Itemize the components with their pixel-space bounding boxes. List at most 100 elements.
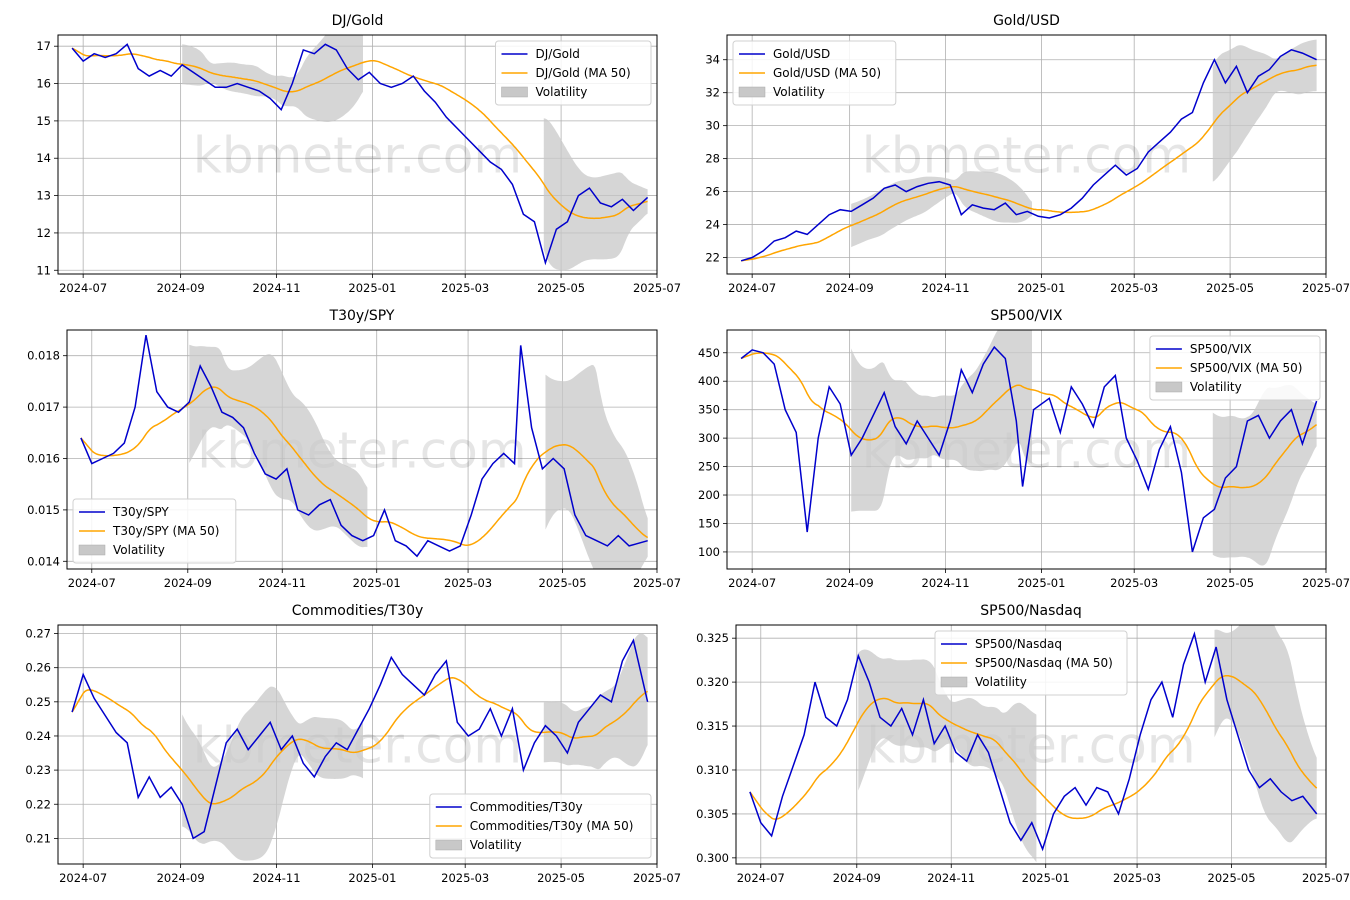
chart-title: SP500/VIX <box>990 308 1062 324</box>
price-line <box>749 631 1318 852</box>
y-tick-label: 150 <box>698 516 720 530</box>
volatility-band <box>851 171 1032 248</box>
legend-label: Volatility <box>113 543 165 557</box>
y-tick-label: 0.300 <box>696 851 729 865</box>
legend-label: Volatility <box>773 85 825 99</box>
x-tick-label: 2024-09 <box>833 871 881 885</box>
x-tick-label: 2025-05 <box>1206 576 1254 590</box>
volatility-band <box>182 686 363 861</box>
legend-label: DJ/Gold (MA 50) <box>536 66 631 80</box>
legend: SP500/VIX SP500/VIX (MA 50) Volatility <box>1149 335 1321 401</box>
legend-box <box>72 498 237 564</box>
x-tick-label: 2024-11 <box>922 281 970 295</box>
axes-frame <box>66 329 658 570</box>
legend-label: Commodities/T30y <box>470 800 583 814</box>
x-tick-label: 2025-03 <box>1110 281 1158 295</box>
y-tick-label: 0.305 <box>696 807 729 821</box>
chart-title: Gold/USD <box>993 13 1060 29</box>
legend-label: Volatility <box>536 85 588 99</box>
y-tick-label: 0.26 <box>25 661 51 675</box>
y-tick-label: 0.25 <box>25 695 51 709</box>
x-tick-label: 2025-05 <box>1206 281 1254 295</box>
volatility-band <box>543 118 648 271</box>
legend-band-swatch <box>940 676 968 688</box>
x-tick-label: 2024-07 <box>59 281 107 295</box>
legend-label: SP500/VIX <box>1190 342 1252 356</box>
axes-frame <box>57 624 658 865</box>
x-tick-label: 2024-11 <box>922 576 970 590</box>
legend-band-swatch <box>78 544 106 556</box>
x-tick-label: 2025-07 <box>633 576 681 590</box>
y-tick-label: 300 <box>698 431 720 445</box>
legend-band-swatch <box>501 86 528 98</box>
y-tick-label: 0.018 <box>27 349 60 363</box>
legend-band-swatch <box>435 839 463 851</box>
x-tick-label: 2025-07 <box>633 281 681 295</box>
y-tick-label: 0.320 <box>696 675 729 689</box>
axes-frame <box>726 34 1327 275</box>
legend-box <box>934 630 1128 696</box>
legend-box <box>429 793 652 859</box>
legend: Commodities/T30y Commodities/T30y (MA 50)… <box>429 793 652 859</box>
y-tick-label: 250 <box>698 460 720 474</box>
y-tick-label: 0.24 <box>25 729 51 743</box>
ma-line <box>71 47 648 220</box>
x-tick-label: 2025-07 <box>1302 871 1350 885</box>
chart-title: T30y/SPY <box>329 308 395 324</box>
x-tick-label: 2025-01 <box>1017 281 1065 295</box>
volatility-band <box>1212 39 1317 182</box>
y-tick-label: 0.315 <box>696 719 729 733</box>
price-line <box>71 638 649 840</box>
x-tick-label: 2024-09 <box>157 871 205 885</box>
chart-panel-6: SP500/Nasdaq 0.300 0.305 0.310 0.315 0.320 0.3… <box>696 603 1350 885</box>
x-tick-label: 2025-05 <box>539 576 587 590</box>
y-tick-label: 26 <box>705 185 720 199</box>
x-tick-label: 2025-01 <box>1022 871 1070 885</box>
volatility-band <box>189 344 368 548</box>
watermark: kbmeter.com <box>862 127 1191 185</box>
ma-line <box>741 64 1317 262</box>
x-tick-label: 2024-07 <box>728 576 776 590</box>
chart-panel-2: Gold/USD 22 24 26 28 30 32 34 2024-07 2024-09 2024… <box>705 13 1350 295</box>
y-tick-label: 32 <box>705 86 720 100</box>
legend-box <box>495 40 652 106</box>
price-line <box>71 43 649 266</box>
y-tick-label: 100 <box>698 545 720 559</box>
x-tick-label: 2025-03 <box>444 576 492 590</box>
chart-title: DJ/Gold <box>332 13 384 29</box>
y-tick-label: 0.22 <box>25 797 51 811</box>
legend-label: T30y/SPY <box>112 505 169 519</box>
axes-frame <box>57 34 658 275</box>
x-tick-label: 2024-09 <box>164 576 212 590</box>
chart-panel-4: SP500/VIX 100 150 200 250 300 350 400 450 2024-07… <box>698 308 1350 590</box>
x-tick-label: 2024-07 <box>737 871 785 885</box>
x-tick-label: 2025-05 <box>1208 871 1256 885</box>
y-tick-label: 400 <box>698 374 720 388</box>
y-tick-label: 15 <box>36 114 51 128</box>
x-tick-label: 2024-07 <box>59 871 107 885</box>
legend-label: Volatility <box>1190 380 1242 394</box>
x-tick-label: 2025-01 <box>1017 576 1065 590</box>
x-tick-label: 2025-03 <box>441 871 489 885</box>
chart-title: Commodities/T30y <box>292 603 424 619</box>
x-tick-label: 2024-11 <box>927 871 975 885</box>
legend: DJ/Gold DJ/Gold (MA 50) Volatility <box>495 40 652 106</box>
y-tick-label: 13 <box>36 189 51 203</box>
x-tick-label: 2025-05 <box>537 871 585 885</box>
legend-band-swatch <box>738 86 766 98</box>
legend-label: Commodities/T30y (MA 50) <box>470 819 634 833</box>
legend-label: SP500/Nasdaq <box>975 637 1062 651</box>
price-line <box>80 334 648 558</box>
y-tick-label: 30 <box>705 119 720 133</box>
x-tick-label: 2025-07 <box>633 871 681 885</box>
y-tick-label: 17 <box>36 39 51 53</box>
legend-label: T30y/SPY (MA 50) <box>112 524 220 538</box>
x-tick-label: 2025-01 <box>348 871 396 885</box>
legend: SP500/Nasdaq SP500/Nasdaq (MA 50) Volatili… <box>934 630 1128 696</box>
legend-box <box>732 40 897 106</box>
y-tick-label: 0.27 <box>25 627 51 641</box>
y-tick-label: 0.017 <box>27 400 60 414</box>
y-tick-label: 0.015 <box>27 503 60 517</box>
x-tick-label: 2024-11 <box>258 576 306 590</box>
